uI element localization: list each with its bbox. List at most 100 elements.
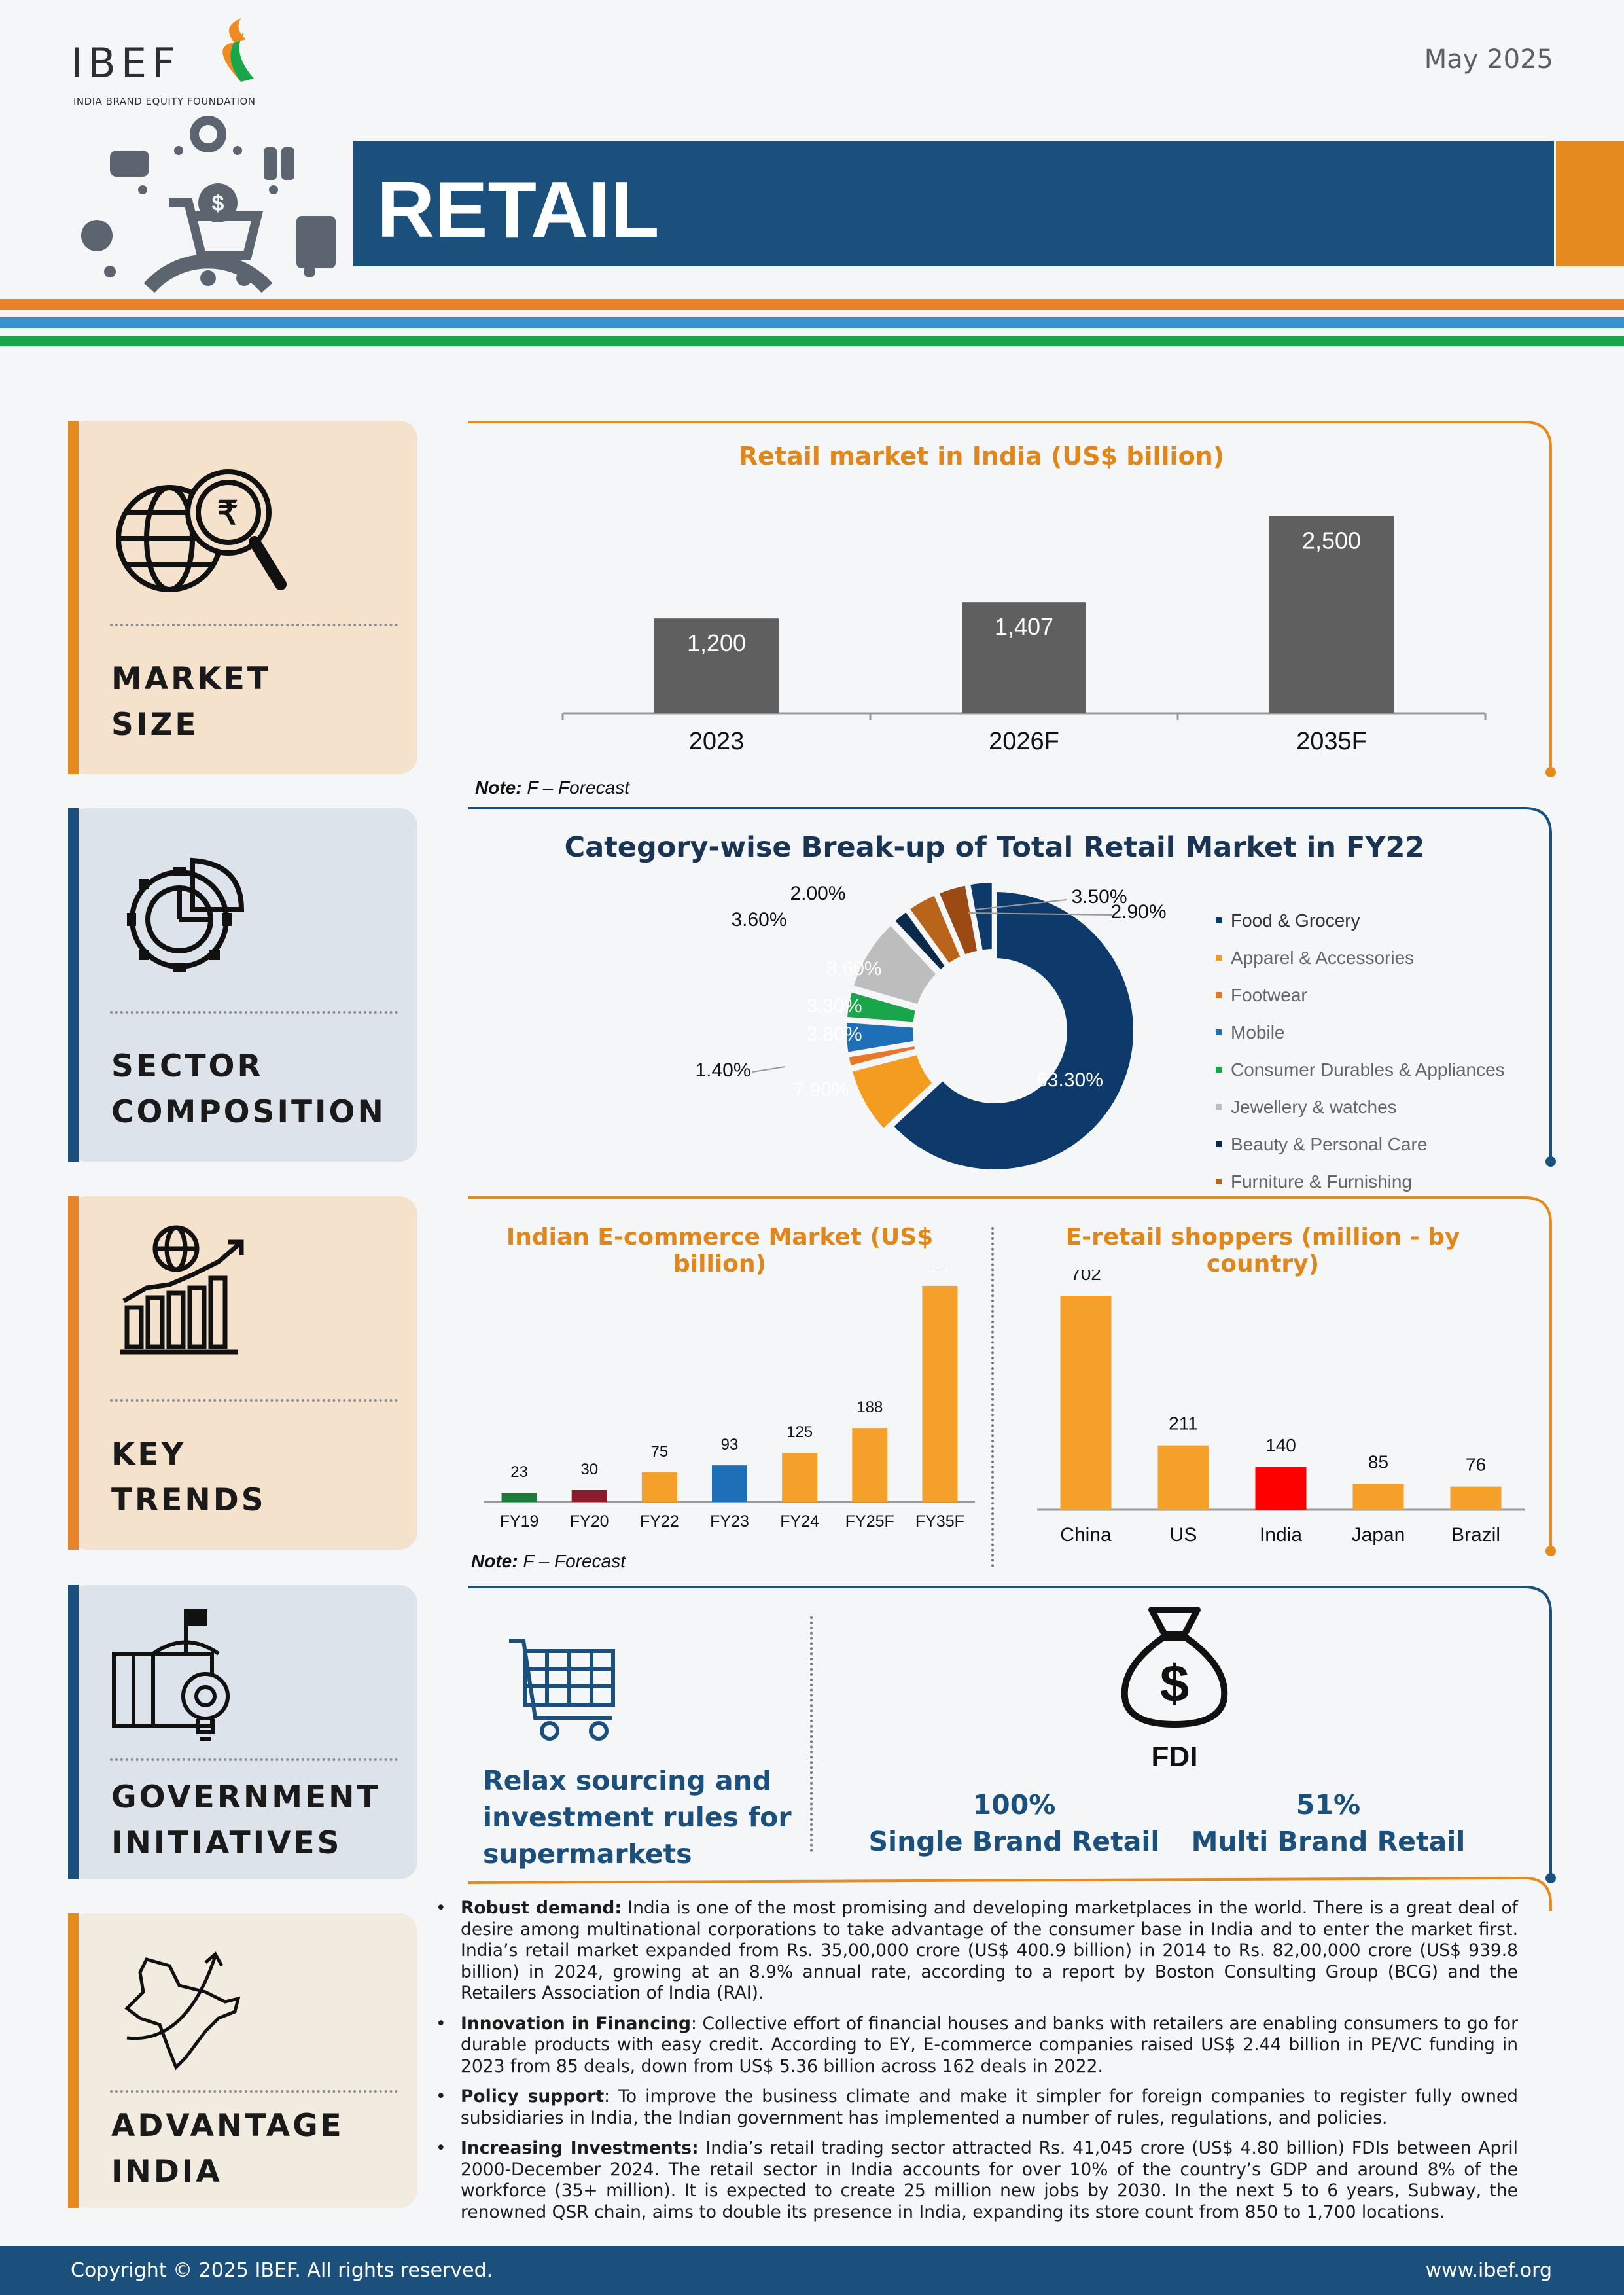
bullet-1-bold: Robust demand: [461, 1898, 622, 1918]
x-tick-label: India [1260, 1524, 1302, 1546]
slice-label: 2.00% [790, 883, 845, 904]
india-map-arrow-icon [124, 1951, 241, 2071]
legend-swatch [1216, 1067, 1222, 1073]
logo-subtitle: INDIA BRAND EQUITY FOUNDATION [73, 96, 256, 107]
slice-consumer-durables-appliances [843, 987, 921, 1026]
legend-label: Consumer Durables & Appliances [1231, 1059, 1505, 1080]
gov-left-line2: investment rules for [483, 1802, 792, 1833]
bullet-2-bold: Innovation in Financing [461, 2013, 691, 2034]
growth-chart-icon [120, 1225, 244, 1355]
bar-FY24 [782, 1452, 818, 1502]
page-title: RETAIL [377, 165, 660, 254]
money-bag-icon: $ [1121, 1607, 1228, 1728]
retail-emblem-icon: $ [81, 116, 336, 293]
label-market: MARKET [111, 661, 271, 697]
legend-swatch [1216, 1104, 1222, 1110]
single-brand-label: Single Brand Retail [868, 1826, 1160, 1857]
bar-FY35F [922, 1285, 958, 1502]
market-note: Note: F – Forecast [475, 777, 629, 798]
government-building-icon [112, 1609, 230, 1741]
gov-left-line3: supermarkets [483, 1838, 692, 1870]
bar-FY20 [571, 1489, 607, 1502]
bar-value-label: 211 [1169, 1414, 1198, 1434]
category-legend: Food & Grocery Apparel & Accessories Footw… [1216, 902, 1543, 1200]
website-link[interactable]: www.ibef.org [1425, 2259, 1552, 2282]
bar-Japan [1352, 1484, 1404, 1510]
legend-swatch [1216, 1141, 1222, 1147]
legend-label: Mobile [1231, 1022, 1285, 1042]
card-market-size: ₹ MARKET SIZE [68, 421, 417, 774]
category-donut-chart: 63.30% 7.90% 1.40% 3.80% 3.30% 8.60% 2.00%3.60… [695, 879, 1167, 1173]
orange-stripe [0, 299, 1624, 310]
card-government-initiatives: GOVERNMENT INITIATIVES [68, 1585, 417, 1879]
legend-label: Jewellery & watches [1231, 1097, 1397, 1117]
chart-shoppers-title: E-retail shoppers (million - by country) [1065, 1224, 1460, 1277]
legend-item: Apparel & Accessories [1216, 939, 1543, 976]
retail-market-chart: 1,200 2023 1,407 2026F 2,500 2035F [561, 516, 1487, 755]
ecommerce-note-bold: Note: [471, 1551, 518, 1571]
gov-left-line1: Relax sourcing and [483, 1765, 772, 1796]
bullet-policy-support: Policy support: To improve the business … [432, 2086, 1518, 2129]
x-tick-label: FY24 [780, 1512, 819, 1531]
leader-line [974, 899, 1067, 910]
legend-item: Beauty & Personal Care [1216, 1126, 1543, 1163]
bar-FY25F [852, 1428, 888, 1502]
bullet-1-text: India is one of the most promising and d… [461, 1898, 1518, 2003]
legend-swatch [1216, 955, 1222, 961]
legend-swatch [1216, 1029, 1222, 1035]
bullet-innovation-financing: Innovation in Financing: Collective effo… [432, 2014, 1518, 2078]
legend-item: Jewellery & watches [1216, 1088, 1543, 1126]
bar-FY22 [641, 1472, 677, 1502]
bar-value-label: 75 [651, 1443, 669, 1461]
svg-text:$: $ [212, 191, 224, 216]
bullet-3-bold: Policy support [461, 2086, 605, 2107]
bullet-3-text: : To improve the business climate and ma… [461, 2086, 1518, 2128]
legend-swatch [1216, 1179, 1222, 1184]
gear-pie-icon [127, 857, 245, 972]
leader-line [968, 912, 1113, 916]
legend-item: Footwear [1216, 976, 1543, 1014]
legend-label: Food & Grocery [1231, 910, 1360, 931]
bar-value-label: 85 [1368, 1451, 1388, 1472]
legend-label: Furniture & Furnishing [1231, 1171, 1413, 1192]
legend-item: Food & Grocery [1216, 902, 1543, 939]
x-tick-label: 2035F [1296, 728, 1367, 755]
slice-label: 63.30% [1036, 1069, 1103, 1091]
bar-US [1157, 1445, 1209, 1510]
section-frames [467, 421, 1556, 1911]
bar-value-label: 125 [786, 1423, 813, 1441]
x-tick-label: FY23 [710, 1512, 749, 1531]
bar-value-label: 1,407 [995, 613, 1053, 640]
bar-value-label: 550 [927, 1270, 953, 1274]
slice-jewellery-watches [849, 920, 942, 1009]
copyright-text: Copyright © 2025 IBEF. All rights reserv… [71, 2259, 493, 2282]
card-advantage-india: ADVANTAGE INDIA [68, 1913, 417, 2208]
x-tick-label: 2026F [989, 728, 1059, 755]
x-tick-label: FY35F [915, 1512, 964, 1531]
bar-2026F [962, 602, 1086, 713]
ecommerce-note: Note: F – Forecast [471, 1551, 626, 1572]
label-key: KEY [111, 1436, 186, 1472]
bar-value-label: 1,200 [687, 630, 746, 656]
label-advantage: ADVANTAGE [111, 2108, 344, 2144]
title-bar [353, 141, 1554, 266]
label-size: SIZE [111, 707, 199, 743]
multi-brand-pct: 51% [1296, 1789, 1361, 1821]
legend-label: Beauty & Personal Care [1231, 1134, 1428, 1154]
ecommerce-note-text: F – Forecast [523, 1551, 626, 1571]
ibef-logo[interactable] [71, 13, 267, 111]
bullet-robust-demand: Robust demand: India is one of the most … [432, 1898, 1518, 2004]
chart-divider [991, 1227, 994, 1567]
x-tick-label: Japan [1352, 1524, 1405, 1546]
slice-label: 3.50% [1071, 886, 1127, 908]
bar-FY23 [712, 1465, 747, 1502]
footer: Copyright © 2025 IBEF. All rights reserv… [0, 2246, 1624, 2295]
logo-text: IBEF [71, 39, 181, 87]
legend-item: Consumer Durables & Appliances [1216, 1051, 1543, 1088]
bar-Brazil [1450, 1486, 1502, 1510]
x-tick-label: China [1060, 1524, 1112, 1546]
shoppers-chart: 702 China 211 US 140 India 85 Japan 76 Brazil [1037, 1270, 1525, 1546]
legend-item: Furniture & Furnishing [1216, 1163, 1543, 1200]
bird-logo-icon [222, 18, 254, 82]
single-brand-pct: 100% [972, 1789, 1056, 1821]
